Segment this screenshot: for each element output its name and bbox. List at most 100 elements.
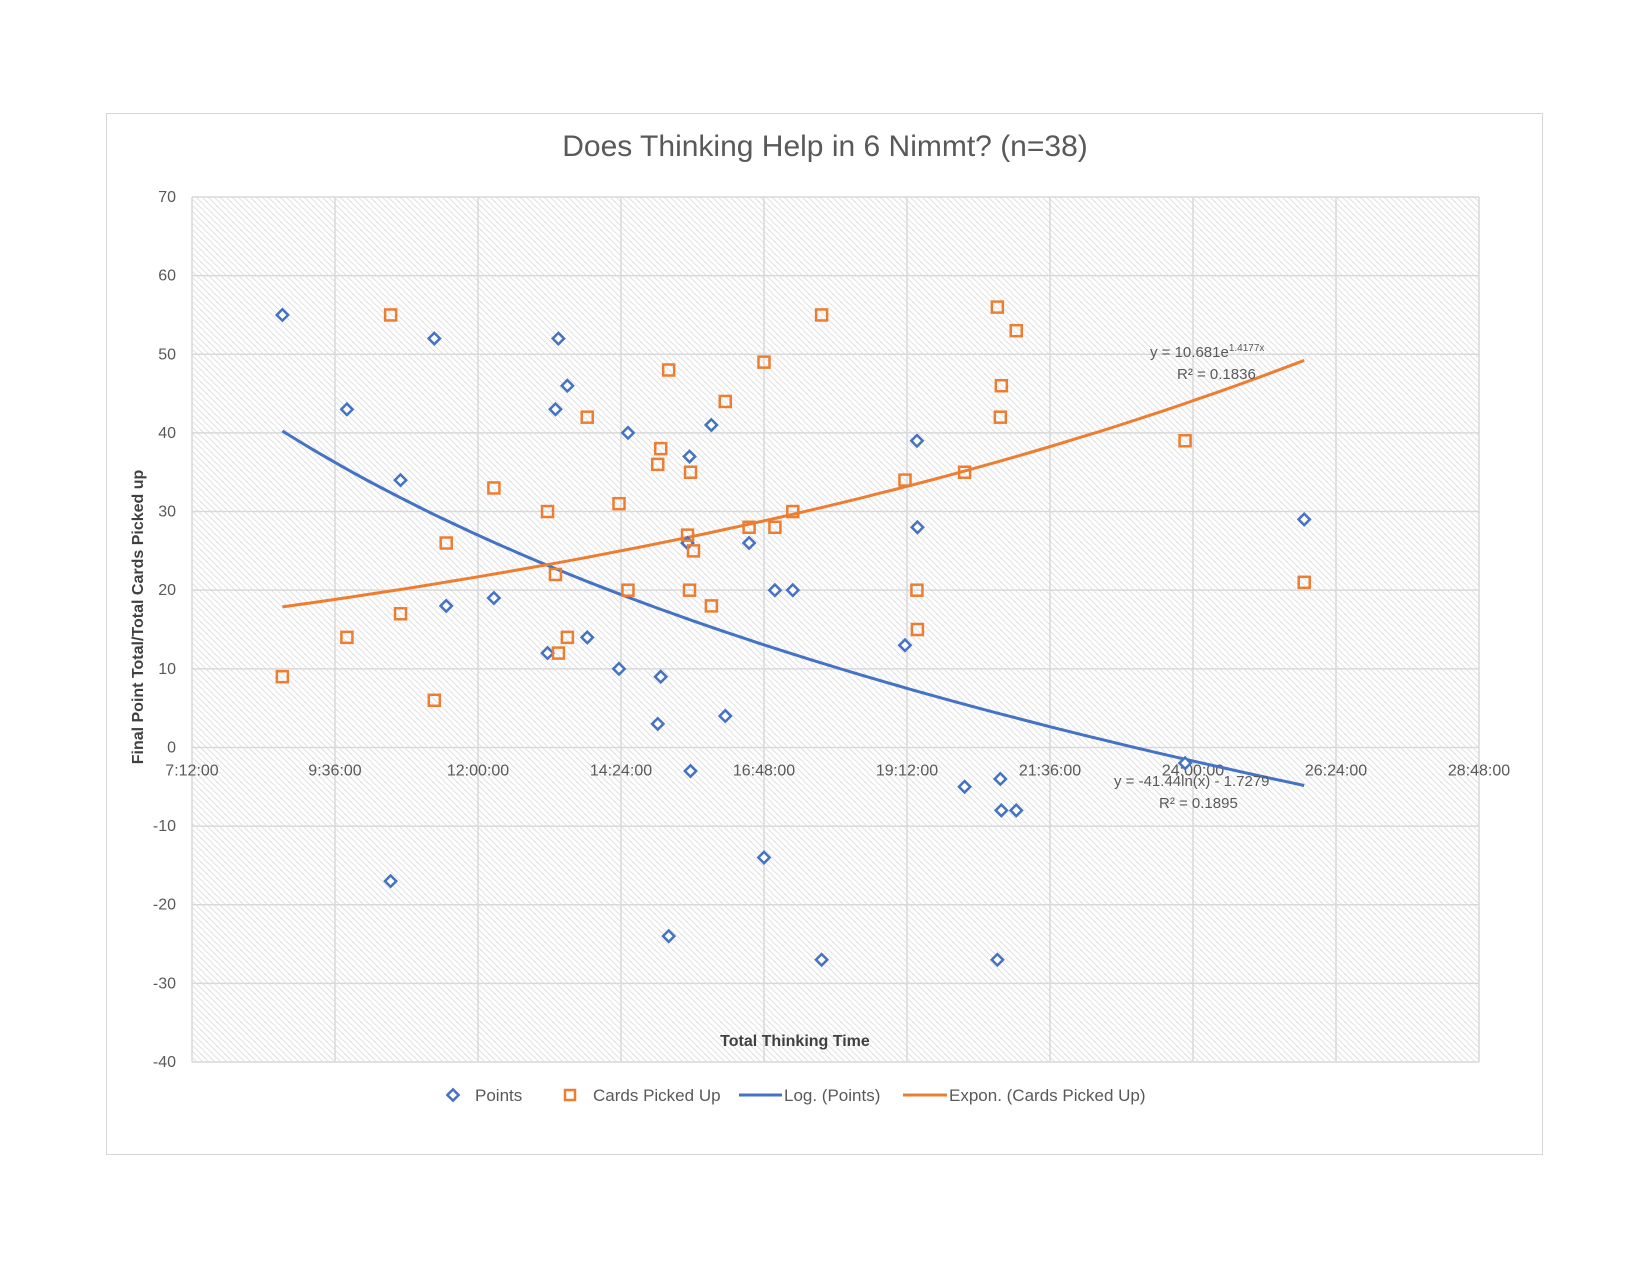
log-trend-equation: y = -41.44ln(x) - 1.7279 bbox=[1114, 773, 1270, 790]
log-points-trendline bbox=[281, 429, 1305, 787]
points-marker bbox=[550, 331, 566, 346]
points-marker bbox=[548, 401, 563, 417]
legend-cards-label: Cards Picked Up bbox=[593, 1086, 721, 1105]
cards-marker bbox=[1178, 434, 1192, 448]
x-tick-label: 7:12:00 bbox=[165, 762, 218, 779]
points-marker bbox=[993, 802, 1009, 818]
points-marker bbox=[897, 637, 913, 653]
cards-marker bbox=[990, 300, 1005, 314]
cards-marker bbox=[487, 481, 501, 495]
points-marker bbox=[383, 873, 399, 889]
cards-marker bbox=[768, 520, 782, 535]
x-tick-label: 9:36:00 bbox=[308, 762, 361, 779]
points-marker bbox=[650, 716, 666, 732]
legend-item-expon-trend: Expon. (Cards Picked Up) bbox=[903, 1086, 1146, 1105]
cards-marker bbox=[704, 599, 719, 613]
x-tick-label: 12:00:00 bbox=[447, 762, 509, 779]
x-tick-label: 28:48:00 bbox=[1448, 762, 1510, 779]
legend-expon-label: Expon. (Cards Picked Up) bbox=[949, 1086, 1146, 1105]
expon-cards-trendline bbox=[282, 358, 1305, 609]
cards-marker bbox=[680, 528, 695, 542]
points-marker bbox=[910, 519, 925, 535]
points-marker bbox=[1008, 802, 1024, 818]
cards-marker bbox=[548, 567, 563, 582]
expon-trend-equation: y = 10.681e1.4177x bbox=[1150, 343, 1264, 361]
cards-marker bbox=[393, 607, 408, 621]
cards-marker bbox=[757, 355, 771, 369]
y-tick-label: -10 bbox=[153, 818, 176, 835]
scatter-chart: Does Thinking Help in 6 Nimmt? (n=38) 70… bbox=[130, 130, 1510, 1105]
points-marker bbox=[785, 582, 801, 598]
legend-points-marker bbox=[445, 1087, 461, 1103]
cards-marker bbox=[275, 669, 290, 684]
cards-marker bbox=[427, 693, 442, 708]
points-marker bbox=[393, 472, 408, 488]
points-marker bbox=[682, 449, 697, 464]
y-tick-label: 70 bbox=[158, 189, 176, 206]
legend-item-cards: Cards Picked Up bbox=[563, 1086, 721, 1105]
points-marker bbox=[438, 598, 454, 614]
points-marker bbox=[339, 401, 355, 417]
y-tick-label: 10 bbox=[158, 661, 176, 678]
points-marker bbox=[620, 425, 636, 441]
points-marker bbox=[274, 307, 290, 323]
points-marker bbox=[426, 331, 442, 346]
points-marker bbox=[579, 629, 595, 645]
x-axis-title: Total Thinking Time bbox=[720, 1033, 870, 1050]
x-axis-ticks: 7:12:00 9:36:00 12:00:00 14:24:00 16:48:00 19… bbox=[165, 762, 1510, 779]
points-marker bbox=[653, 669, 669, 685]
y-tick-label: 40 bbox=[158, 425, 176, 442]
points-marker bbox=[814, 952, 830, 968]
cards-marker bbox=[682, 583, 697, 597]
y-tick-label: -30 bbox=[153, 975, 176, 992]
cards-marker bbox=[580, 410, 594, 424]
cards-marker bbox=[653, 441, 668, 456]
y-tick-label: -40 bbox=[153, 1054, 176, 1071]
y-tick-label: 30 bbox=[158, 504, 176, 521]
x-tick-label: 19:12:00 bbox=[876, 762, 938, 779]
expon-trend-r-squared: R² = 0.1836 bbox=[1177, 366, 1256, 383]
legend-points-label: Points bbox=[475, 1086, 522, 1105]
cards-marker bbox=[340, 630, 354, 645]
points-marker bbox=[611, 661, 627, 677]
trendlines bbox=[281, 358, 1305, 787]
points-marker bbox=[717, 708, 733, 724]
y-axis-title: Final Point Total/Total Cards Picked up bbox=[130, 470, 147, 765]
x-tick-label: 14:24:00 bbox=[590, 762, 652, 779]
x-tick-label: 21:36:00 bbox=[1019, 762, 1081, 779]
cards-marker bbox=[786, 504, 800, 519]
points-marker bbox=[741, 535, 757, 551]
log-trend-r-squared: R² = 0.1895 bbox=[1159, 795, 1238, 812]
cards-marker bbox=[540, 504, 555, 519]
plot-area bbox=[192, 197, 1479, 1062]
cards-marker bbox=[910, 583, 924, 597]
legend-item-log-trend: Log. (Points) bbox=[739, 1086, 880, 1105]
points-marker bbox=[559, 378, 575, 394]
legend-cards-marker bbox=[563, 1088, 577, 1102]
cards-marker bbox=[621, 583, 635, 597]
cards-marker bbox=[686, 544, 701, 558]
cards-marker bbox=[898, 473, 912, 487]
points-marker bbox=[767, 582, 783, 598]
x-tick-label: 16:48:00 bbox=[733, 762, 795, 779]
legend: Points Cards Picked Up Log. (Points) Exp… bbox=[445, 1086, 1146, 1105]
x-tick-label: 24:00:00 bbox=[1162, 762, 1224, 779]
cards-marker bbox=[560, 630, 575, 645]
chart-frame: Does Thinking Help in 6 Nimmt? (n=38) 70… bbox=[106, 113, 1543, 1155]
points-marker bbox=[756, 850, 772, 865]
points-marker bbox=[661, 928, 677, 944]
points-marker bbox=[486, 590, 502, 606]
y-tick-label: 50 bbox=[158, 346, 176, 363]
cards-marker bbox=[718, 394, 733, 409]
cards-marker bbox=[1297, 575, 1311, 590]
points-marker bbox=[703, 417, 719, 433]
points-marker bbox=[683, 763, 698, 779]
legend-log-label: Log. (Points) bbox=[784, 1086, 880, 1105]
points-marker bbox=[1296, 511, 1312, 527]
y-tick-label: 20 bbox=[158, 582, 176, 599]
cards-marker bbox=[994, 378, 1009, 393]
cards-marker bbox=[957, 465, 972, 479]
points-marker bbox=[989, 952, 1005, 968]
points-marker bbox=[540, 645, 555, 661]
cards-marker bbox=[650, 457, 665, 472]
